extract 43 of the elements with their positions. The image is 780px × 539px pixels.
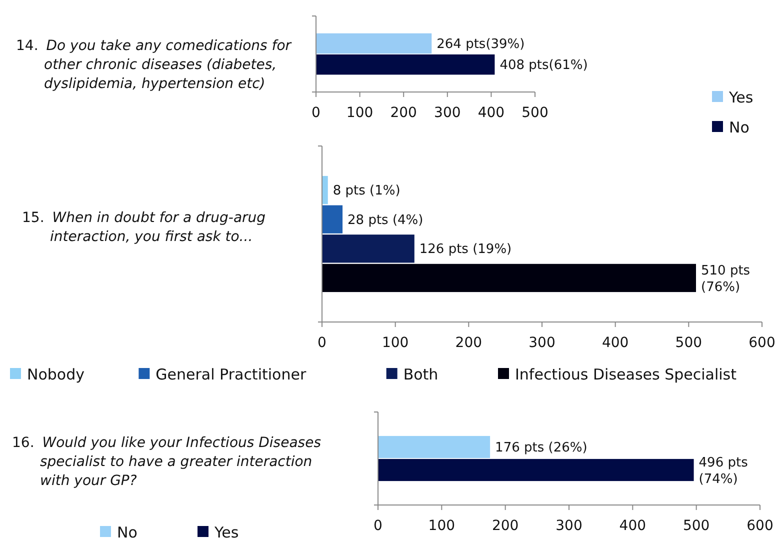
legend-label: No	[117, 523, 138, 539]
x-tick-label: 600	[748, 334, 776, 351]
x-tick-label: 500	[675, 334, 702, 351]
x-tick-label: 200	[455, 334, 482, 351]
x-tick-label: 600	[746, 518, 774, 534]
bar	[322, 264, 696, 292]
x-tick-label: 400	[478, 104, 505, 121]
bar	[322, 234, 414, 263]
data-label: 126 pts (19%)	[419, 242, 512, 258]
x-tick-label: 200	[390, 104, 417, 121]
x-tick-label: 400	[619, 518, 646, 534]
text: 16. Would you like your Infectious Diseases specialist to have a greater interaction with your GP?	[12, 435, 321, 489]
data-label: 176 pts (26%)	[495, 440, 588, 456]
x-tick-label: 400	[602, 334, 629, 351]
x-tick-label: 300	[556, 518, 582, 534]
x-tick-label: 0	[374, 518, 382, 534]
x-tick-label: 100	[382, 334, 409, 351]
bar	[322, 205, 343, 234]
data-label: 8 pts (1%)	[332, 184, 400, 199]
data-label: 510 pts (76%)	[701, 264, 750, 295]
x-tick-label: 0	[312, 104, 320, 121]
data-label: 28 pts (4%)	[348, 212, 424, 228]
x-tick-label: 0	[318, 334, 326, 351]
text: 15. When in doubt for a drug-arug interaction, you first ask to...	[22, 210, 266, 245]
x-tick-label: 100	[346, 104, 374, 121]
legend-label: Infectious Diseases Specialist	[515, 365, 737, 384]
legend-label: No	[729, 118, 750, 136]
x-tick-label: 500	[682, 518, 710, 534]
legend-label: Both	[403, 365, 438, 384]
x-tick-label: 300	[434, 104, 461, 121]
legend-label: Yes	[728, 88, 754, 106]
legend-label: Nobody	[27, 365, 85, 384]
legend-label: Yes	[214, 523, 239, 539]
data-label: 408 pts(61%)	[500, 58, 588, 74]
bar	[322, 176, 328, 204]
x-tick-label: 300	[528, 334, 556, 351]
x-tick-label: 500	[522, 104, 548, 121]
text: 14. Do you take any comedications for other chronic diseases (diabetes, dyslipidemia, hypertension etc)	[16, 38, 292, 92]
data-label: 496 pts (74%)	[698, 456, 748, 487]
legend-label: General Practitioner	[156, 365, 307, 384]
x-tick-label: 100	[428, 518, 456, 534]
data-label: 264 pts(39%)	[436, 37, 525, 52]
x-tick-label: 200	[492, 518, 519, 534]
